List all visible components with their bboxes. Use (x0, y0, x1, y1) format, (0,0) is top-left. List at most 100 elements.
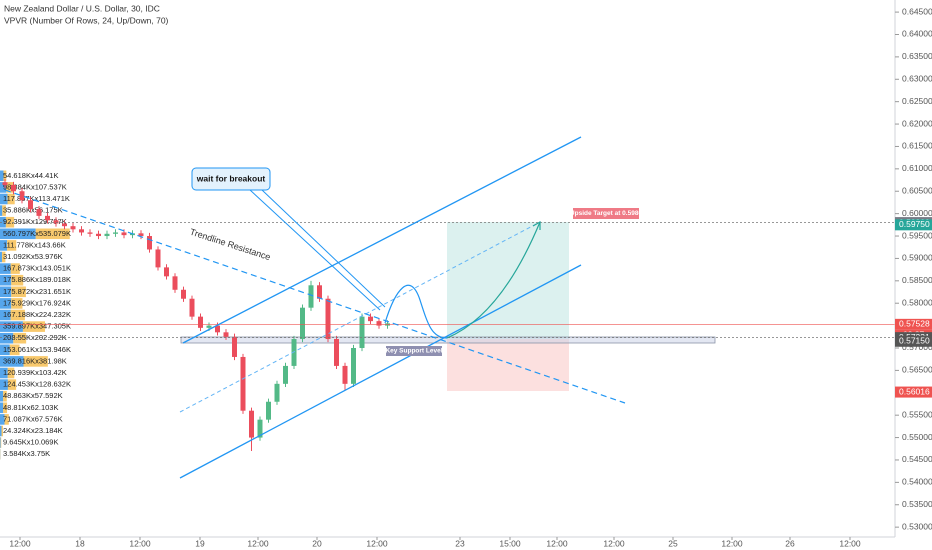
y-tick-label: 0.54500 (902, 454, 932, 464)
y-tick-label: 0.61500 (902, 141, 932, 151)
candle-body (87, 232, 93, 234)
vp-up (0, 379, 8, 390)
price-tag-label: 0.56016 (899, 386, 930, 396)
candle-body (206, 325, 212, 328)
candle-body (232, 336, 237, 357)
price-tag-label: 0.57528 (899, 319, 930, 329)
vp-label: 124.453Kx128.632K (3, 380, 71, 389)
x-tick-label: 12:00 (603, 538, 625, 548)
vp-up (0, 216, 6, 228)
x-tick-label: 15:00 (499, 538, 521, 548)
vp-up (0, 240, 8, 251)
y-tick-label: 0.62000 (902, 118, 932, 128)
y-tick-label: 0.57000 (902, 342, 932, 352)
x-tick-label: 12:00 (9, 538, 31, 548)
candle-body (164, 267, 169, 277)
vp-up (0, 170, 4, 182)
vp-up (0, 286, 12, 298)
vp-down (0, 437, 2, 448)
x-tick-label: 12:00 (247, 538, 269, 548)
candle-body (28, 200, 33, 210)
candle-body (291, 339, 297, 366)
vp-down (7, 379, 17, 390)
channel-mid (179, 221, 541, 413)
vp-label: 369.816Kx381.98K (3, 356, 67, 365)
y-tick-label: 0.63000 (902, 74, 932, 84)
candle-body (172, 276, 178, 290)
vp-up (0, 251, 2, 263)
candle-body (300, 307, 305, 340)
y-tick-label: 0.60000 (902, 208, 932, 218)
channel-lower (179, 264, 582, 479)
callout-text: wait for breakout (196, 173, 266, 183)
y-tick-label: 0.53000 (902, 521, 932, 531)
candle-body (351, 347, 356, 384)
time-axis: 12:00 18 12:00 19 12:00 20 12:00 23 15:00 12:00 12… (9, 537, 861, 548)
vp-up (0, 367, 8, 379)
profit-zone (447, 222, 569, 339)
arrow-head (532, 220, 541, 230)
price-tag (895, 335, 932, 347)
y-tick-label: 0.59500 (902, 230, 932, 240)
candle-body (113, 232, 118, 234)
x-tick-label: 19 (195, 538, 205, 548)
vp-down (3, 402, 8, 414)
y-tick-label: 0.55500 (902, 409, 932, 419)
vp-label: 98.884Kx107.537K (3, 182, 67, 191)
y-tick-label: 0.64500 (902, 6, 932, 16)
candle-body (79, 229, 84, 233)
candle-body (155, 249, 161, 268)
candle-body (215, 325, 220, 333)
candle-body (62, 223, 67, 227)
vp-up (0, 437, 1, 448)
callout-pointer (261, 189, 386, 308)
vp-up (0, 414, 5, 425)
candle-body (104, 233, 110, 237)
price-axis: 0.64500 0.64000 0.63500 0.63000 0.62500 0.620… (895, 6, 932, 531)
price-tag-label: 0.57150 (899, 336, 930, 346)
vp-up (0, 332, 14, 344)
candle-body (359, 316, 365, 348)
target-tag (573, 208, 639, 219)
x-tick-label: 18 (75, 538, 85, 548)
vp-up (0, 274, 12, 286)
y-tick-label: 0.53500 (902, 499, 932, 509)
candle-body (376, 321, 382, 326)
vp-up (0, 228, 36, 240)
candle-body (11, 184, 16, 192)
vp-label: 111.778Kx143.66K (3, 240, 66, 249)
candle-body (2, 182, 8, 185)
vp-label: 167.188Kx224.232K (3, 310, 71, 319)
vp-down (1, 425, 4, 437)
vp-up (0, 402, 4, 414)
candle-body (45, 215, 50, 221)
vp-up (0, 205, 3, 216)
vp-down (23, 356, 48, 367)
projection-curve (384, 284, 448, 339)
vp-down (6, 182, 14, 193)
vp-down (10, 263, 20, 274)
vp-label: 48.81Kx62.103K (3, 403, 58, 412)
vp-down (2, 205, 6, 216)
vp-label: 120.939Kx103.42K (3, 368, 67, 377)
vp-down (35, 228, 70, 240)
candle-body (317, 285, 322, 299)
x-tick-label: 26 (785, 538, 795, 548)
callout-pointer (249, 189, 381, 311)
vp-down (7, 193, 15, 205)
y-tick-label: 0.61000 (902, 163, 932, 173)
y-tick-label: 0.62500 (902, 96, 932, 106)
candle-body (283, 365, 288, 384)
candle-body (325, 298, 331, 340)
vp-up (0, 390, 4, 402)
vp-label: 35.886Kx56.175K (3, 206, 63, 215)
x-tick-label: 12:00 (721, 538, 743, 548)
projection-target (446, 221, 541, 339)
y-tick-label: 0.60500 (902, 185, 932, 195)
y-tick-label: 0.56500 (902, 365, 932, 375)
vp-up (0, 309, 11, 321)
vp-down (4, 414, 9, 425)
vp-down (11, 286, 26, 298)
vp-up (0, 182, 7, 193)
